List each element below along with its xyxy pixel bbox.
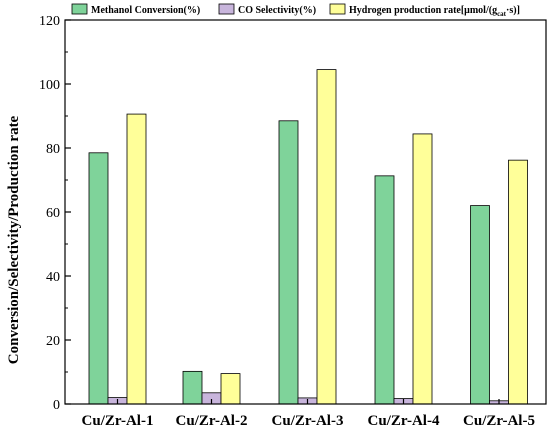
x-tick-label-cu-zr-al-3: Cu/Zr-Al-3 — [272, 413, 344, 429]
x-tick-label-cu-zr-al-5: Cu/Zr-Al-5 — [463, 413, 535, 429]
legend-hydrogen-main-text: Hydrogen production rate[μmol/(g — [349, 5, 497, 16]
x-tick-label-cu-zr-al-4: Cu/Zr-Al-4 — [368, 413, 440, 429]
bar-hydrogen-production-cu-zr-al-3 — [316, 69, 337, 405]
bars-layer — [88, 69, 528, 405]
y-tick-label-0: 0 — [53, 398, 60, 413]
bar-hydrogen-production-cu-zr-al-5 — [508, 159, 528, 405]
bar-hydrogen-production-cu-zr-al-4 — [412, 133, 433, 405]
y-axis-title: Conversion/Selectivity/Production rate — [6, 115, 22, 364]
x-tick-label-cu-zr-al-2: Cu/Zr-Al-2 — [176, 413, 248, 429]
legend-label-hydrogen-production: Hydrogen production rate[μmol/(gcat·s)] — [349, 5, 520, 18]
y-tick-label-80: 80 — [46, 142, 60, 157]
legend-label-co-selectivity: CO Selectivity(%) — [238, 5, 316, 16]
x-tick-label-cu-zr-al-1: Cu/Zr-Al-1 — [82, 413, 154, 429]
y-tick-label-40: 40 — [46, 270, 60, 285]
bar-methanol-conversion-cu-zr-al-5 — [470, 205, 490, 405]
axes-layer: 0 20 40 60 80 100 120 Cu/Zr-Al-1 Cu/Zr-Al-2 Cu/Zr… — [39, 14, 547, 429]
bar-hydrogen-production-cu-zr-al-2 — [220, 373, 241, 405]
legend-hydrogen-suffix: ·s)] — [506, 5, 520, 16]
bar-methanol-conversion-cu-zr-al-2 — [182, 370, 203, 405]
y-tick-label-100: 100 — [39, 78, 60, 93]
legend-label-methanol-conversion: Methanol Conversion(%) — [91, 5, 200, 16]
y-tick-label-20: 20 — [46, 334, 60, 349]
legend: Methanol Conversion(%) CO Selectivity(%)… — [71, 3, 520, 18]
legend-swatch-hydrogen-production — [329, 3, 346, 15]
bar-methanol-conversion-cu-zr-al-1 — [88, 152, 109, 405]
bar-methanol-conversion-cu-zr-al-3 — [278, 120, 299, 405]
bar-methanol-conversion-cu-zr-al-4 — [374, 175, 395, 405]
legend-hydrogen-subscript: cat — [497, 10, 507, 18]
legend-swatch-methanol-conversion — [71, 3, 88, 15]
bar-hydrogen-production-cu-zr-al-1 — [126, 113, 147, 405]
y-tick-label-60: 60 — [46, 206, 60, 221]
legend-swatch-co-selectivity — [218, 3, 235, 15]
y-tick-label-120: 120 — [39, 14, 60, 29]
